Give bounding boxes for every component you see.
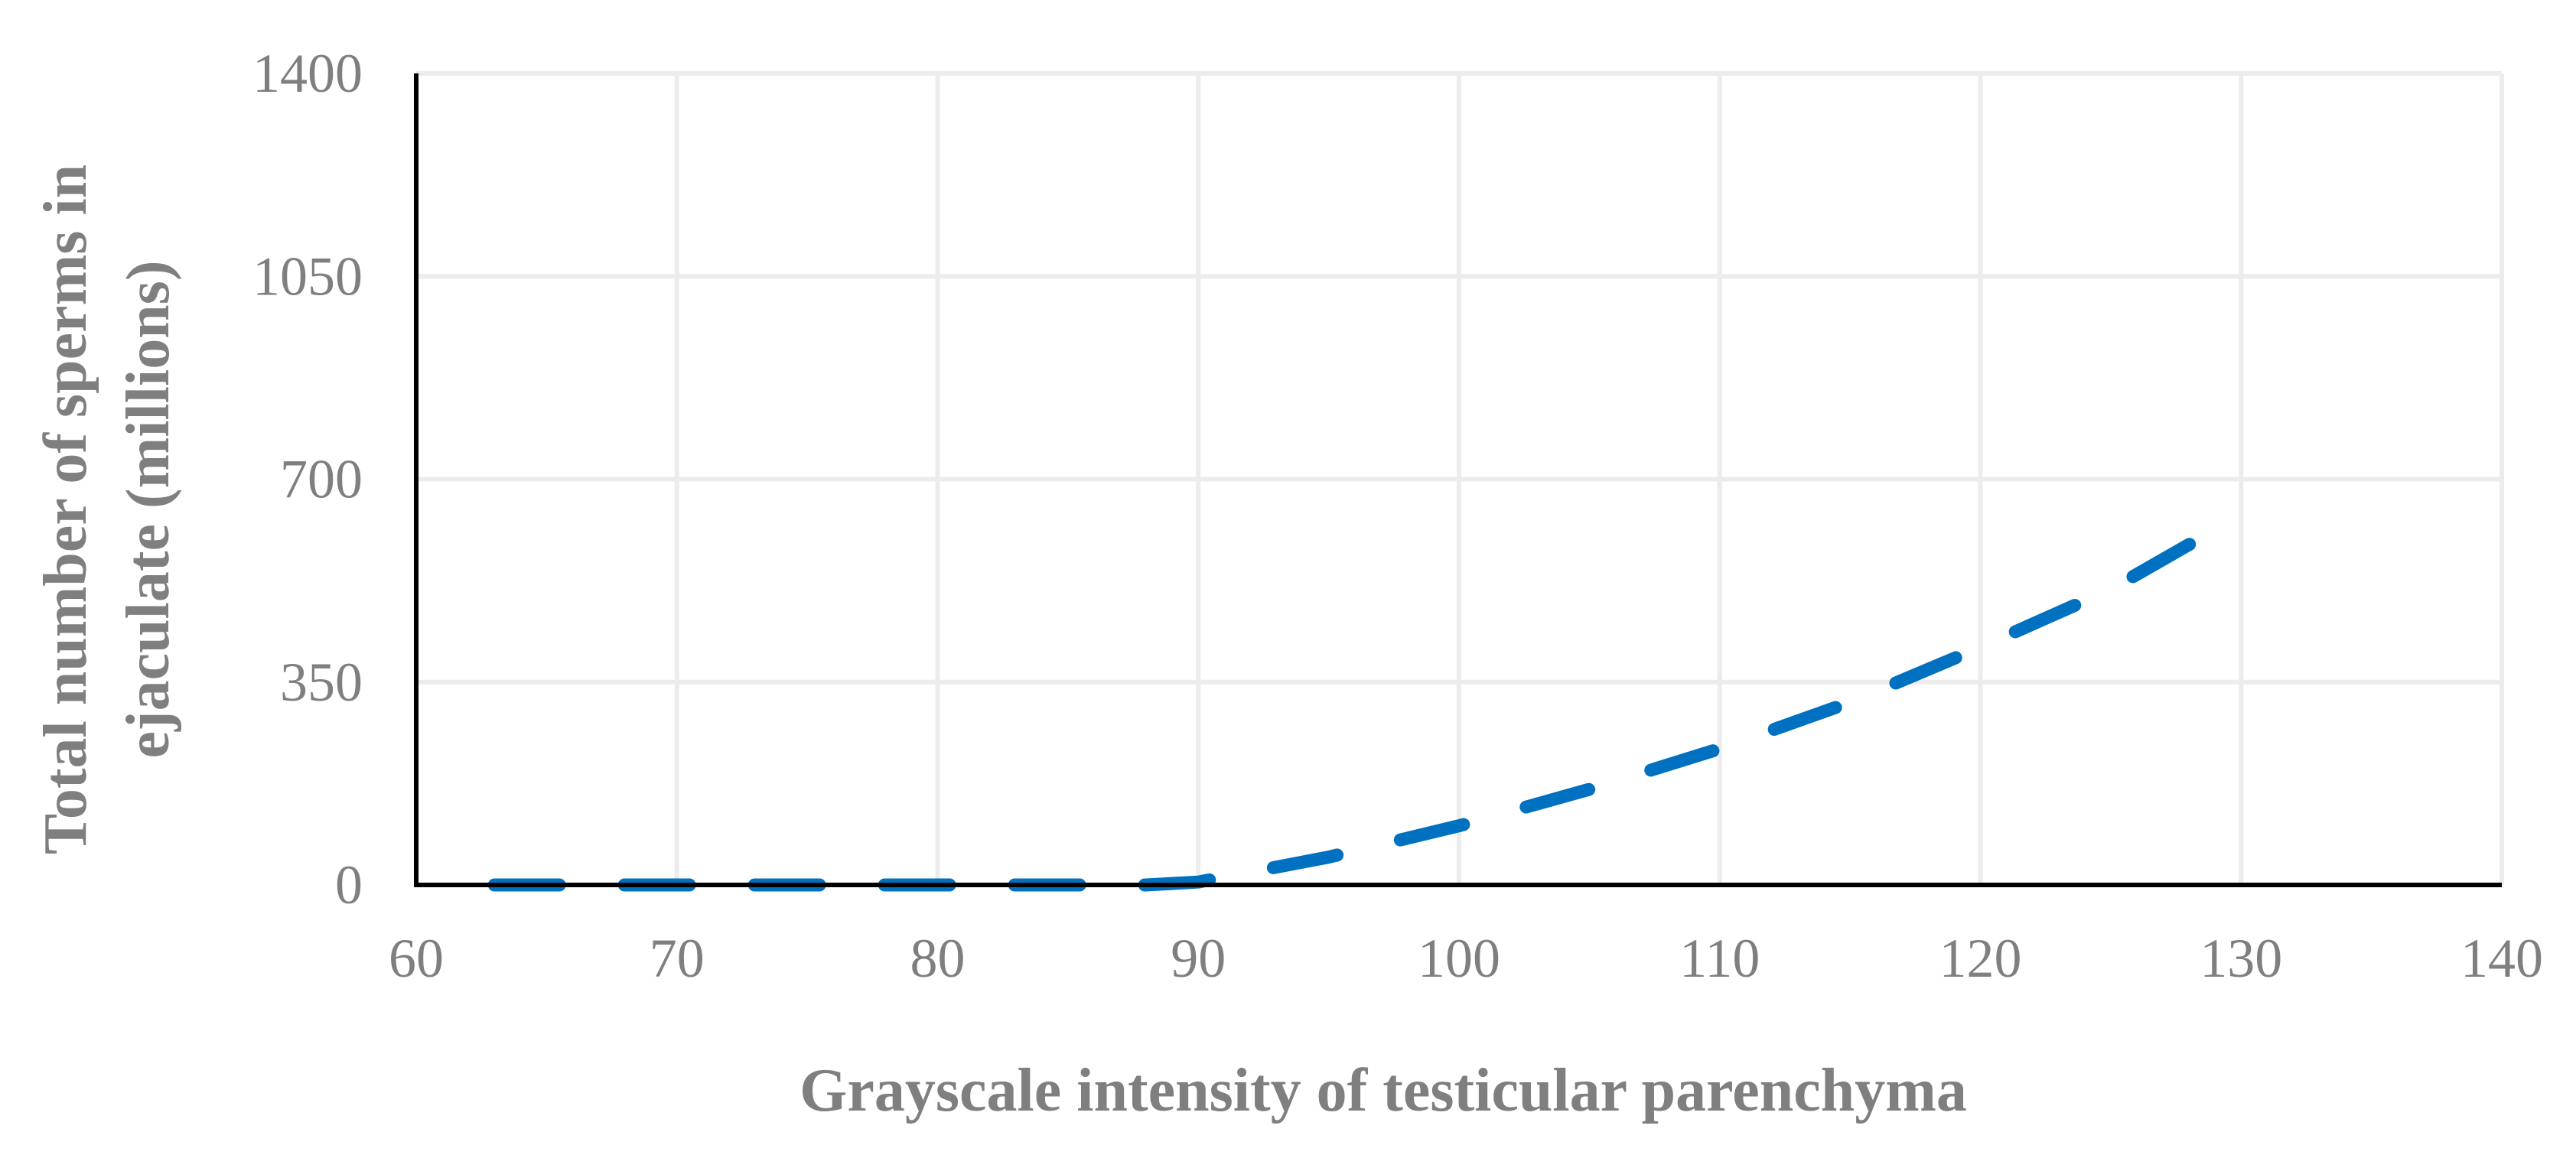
x-tick-label: 110: [1679, 928, 1760, 989]
y-tick-label: 700: [280, 449, 363, 510]
series-layer: [487, 530, 2209, 892]
y-tick-label: 350: [280, 652, 363, 713]
x-tick-label: 90: [1171, 928, 1226, 989]
x-tick-label: 80: [910, 928, 966, 989]
trend-line: [487, 530, 2209, 892]
y-tick-label: 1400: [252, 43, 363, 104]
y-axis-title-line-1: Total number of sperms in: [32, 164, 99, 854]
x-tick-label: 100: [1418, 928, 1500, 989]
x-tick-label: 140: [2460, 928, 2543, 989]
y-axis-title-line-2: ejaculate (millions): [115, 261, 182, 759]
y-tick-label: 0: [335, 854, 363, 916]
grid: [416, 71, 2504, 885]
axes: [414, 73, 2502, 887]
x-axis-title: Grayscale intensity of testicular parenc…: [800, 1057, 1967, 1124]
x-tick-label: 130: [2200, 928, 2282, 989]
y-axis-title: Total number of sperms in ejaculate (mil…: [32, 164, 182, 854]
x-tick-label: 60: [389, 928, 444, 989]
x-tick-label: 70: [650, 928, 705, 989]
y-tick-label: 1050: [252, 246, 363, 307]
y-tick-labels: 0 350 700 1050 1400: [252, 43, 363, 916]
x-tick-labels: 60 70 80 90 100 110 120 130 140: [389, 928, 2543, 989]
x-tick-label: 120: [1939, 928, 2022, 989]
